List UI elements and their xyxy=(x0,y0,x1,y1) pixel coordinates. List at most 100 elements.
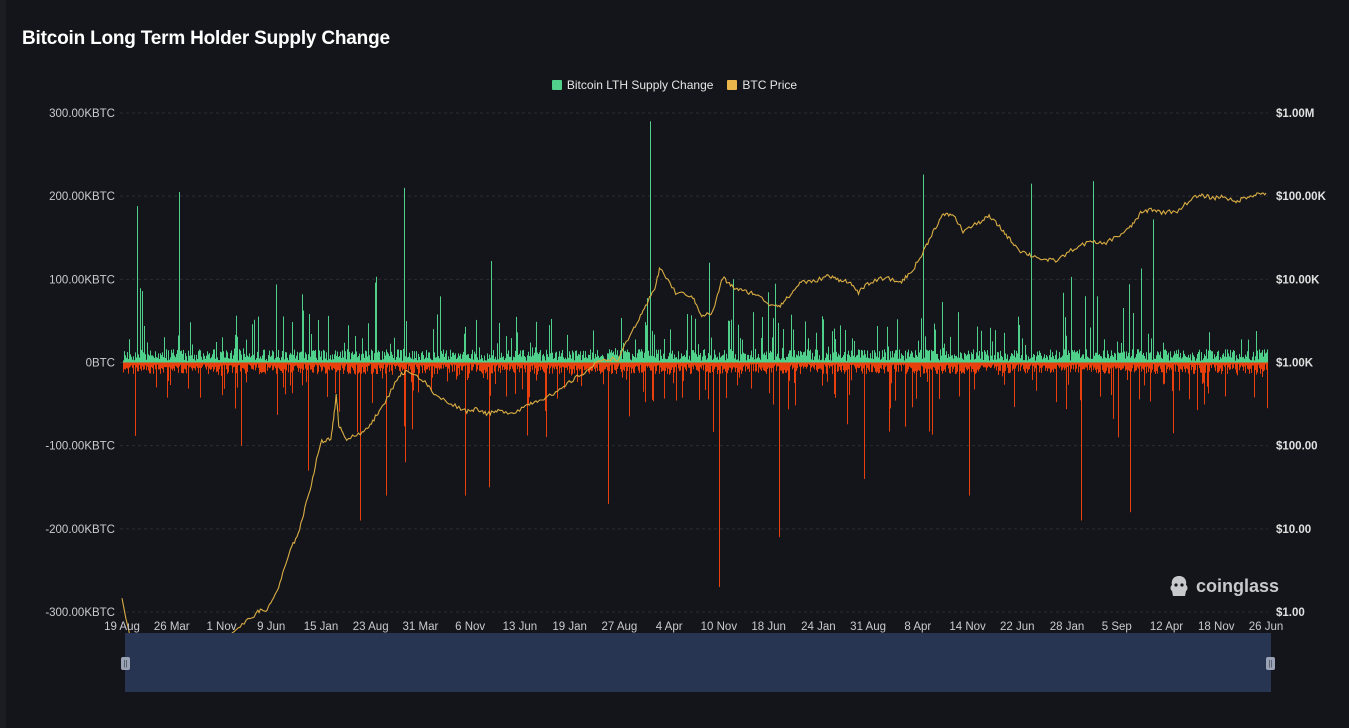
navigator-left-handle[interactable]: || xyxy=(121,657,130,670)
lth-negative-bar xyxy=(777,362,778,367)
lth-negative-bar xyxy=(1106,362,1107,371)
lth-positive-bar xyxy=(199,349,200,363)
lth-positive-bar xyxy=(610,352,611,363)
lth-negative-bar xyxy=(145,362,146,366)
lth-negative-bar xyxy=(974,362,975,390)
lth-negative-bar xyxy=(1013,362,1014,369)
lth-positive-bar xyxy=(1146,352,1147,363)
lth-positive-bar xyxy=(1037,351,1038,363)
lth-positive-bar xyxy=(226,350,227,363)
lth-positive-bar xyxy=(1119,353,1120,363)
lth-negative-bar xyxy=(983,362,984,368)
lth-positive-bar xyxy=(190,322,191,363)
lth-positive-bar xyxy=(1011,353,1012,363)
lth-negative-bar xyxy=(634,362,635,374)
lth-negative-bar xyxy=(302,362,303,386)
lth-negative-bar xyxy=(1123,362,1124,369)
lth-negative-bar xyxy=(842,362,843,366)
lth-negative-bar xyxy=(1034,362,1035,372)
lth-positive-bar xyxy=(1154,358,1155,363)
lth-negative-bar xyxy=(1239,362,1240,371)
lth-positive-bar xyxy=(1102,358,1103,363)
lth-negative-bar xyxy=(1128,362,1129,371)
lth-negative-bar xyxy=(361,362,362,374)
lth-positive-bar xyxy=(845,329,846,363)
lth-negative-bar xyxy=(638,362,639,371)
lth-positive-bar xyxy=(834,328,835,363)
lth-negative-bar xyxy=(688,362,689,368)
lth-negative-bar xyxy=(1189,362,1190,400)
lth-positive-bar xyxy=(634,357,635,363)
lth-negative-bar xyxy=(763,362,764,371)
legend-swatch-green xyxy=(551,80,562,90)
lth-positive-bar xyxy=(675,357,676,363)
lth-negative-bar xyxy=(773,362,774,405)
lth-positive-bar xyxy=(973,349,974,363)
lth-positive-bar xyxy=(242,359,243,363)
lth-positive-bar xyxy=(853,355,854,363)
lth-positive-bar xyxy=(1075,352,1076,363)
lth-positive-bar xyxy=(523,349,524,363)
lth-positive-bar xyxy=(658,349,659,363)
watermark-text: coinglass xyxy=(1196,575,1280,596)
lth-negative-bar xyxy=(561,362,562,373)
lth-positive-bar xyxy=(749,358,750,363)
lth-positive-bar xyxy=(1114,352,1115,363)
lth-negative-bar xyxy=(587,362,588,369)
lth-positive-bar xyxy=(631,360,632,363)
lth-positive-bar xyxy=(515,350,516,363)
lth-negative-bar xyxy=(132,362,133,368)
lth-positive-bar xyxy=(942,301,943,363)
lth-negative-bar xyxy=(1202,362,1203,384)
lth-negative-bar xyxy=(236,362,237,374)
lth-negative-bar xyxy=(352,362,353,369)
lth-negative-bar xyxy=(549,362,550,374)
x-tick-label: 15 Jan xyxy=(304,621,339,633)
legend-item-btc-price[interactable]: BTC Price xyxy=(727,78,797,92)
lth-positive-bar xyxy=(1191,360,1192,363)
lth-negative-bar xyxy=(639,362,640,373)
lth-positive-bar xyxy=(1188,354,1189,363)
lth-positive-bar xyxy=(691,315,692,363)
lth-negative-bar xyxy=(848,362,849,370)
range-navigator[interactable] xyxy=(125,633,1271,692)
lth-positive-bar xyxy=(897,319,898,363)
lth-negative-bar xyxy=(184,362,185,369)
lth-negative-bar xyxy=(995,362,996,367)
lth-positive-bar xyxy=(501,352,502,363)
lth-negative-bar xyxy=(239,362,240,366)
lth-negative-bar xyxy=(839,362,840,367)
lth-negative-bar xyxy=(1088,362,1089,365)
lth-positive-bar xyxy=(867,350,868,363)
lth-negative-bar xyxy=(816,362,817,371)
lth-negative-bar xyxy=(504,362,505,371)
lth-negative-bar xyxy=(1159,362,1160,366)
lth-negative-bar xyxy=(465,362,466,496)
lth-positive-bar xyxy=(1216,355,1217,363)
lth-negative-bar xyxy=(883,362,884,370)
lth-negative-bar xyxy=(293,362,294,371)
lth-negative-bar xyxy=(607,362,608,371)
navigator-right-handle[interactable]: || xyxy=(1266,657,1275,670)
lth-negative-bar xyxy=(756,362,757,372)
lth-positive-bar xyxy=(475,353,476,363)
lth-negative-bar xyxy=(778,362,779,367)
lth-positive-bar xyxy=(1086,349,1087,363)
lth-negative-bar xyxy=(155,362,156,370)
lth-positive-bar xyxy=(458,353,459,363)
lth-negative-bar xyxy=(590,362,591,371)
lth-negative-bar xyxy=(253,362,254,370)
lth-positive-bar xyxy=(869,358,870,363)
legend-item-lth-supply-change[interactable]: Bitcoin LTH Supply Change xyxy=(551,78,713,92)
lth-positive-bar xyxy=(153,356,154,363)
lth-positive-bar xyxy=(454,355,455,363)
lth-negative-bar xyxy=(618,362,619,367)
lth-positive-bar xyxy=(1227,349,1228,363)
lth-positive-bar xyxy=(1169,360,1170,363)
lth-positive-bar xyxy=(937,353,938,363)
lth-negative-bar xyxy=(262,362,263,373)
lth-positive-bar xyxy=(694,352,695,363)
lth-negative-bar xyxy=(440,362,441,369)
lth-negative-bar xyxy=(510,362,511,370)
